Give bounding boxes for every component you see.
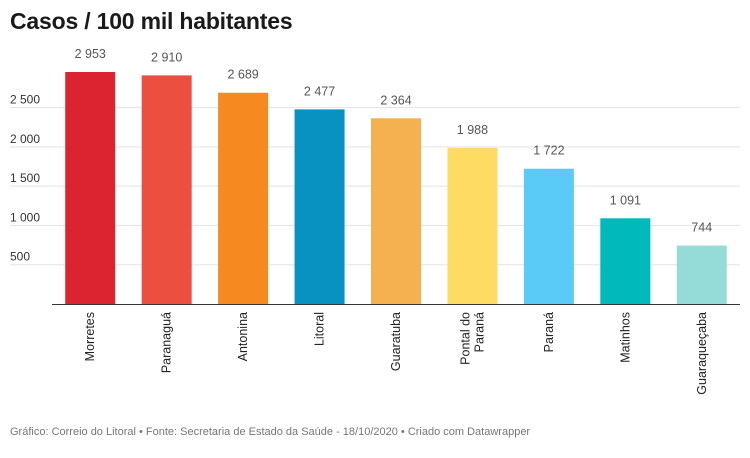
category-label: Guaratuba <box>389 312 403 371</box>
bar-value-label: 2 910 <box>151 50 182 64</box>
value-labels: 2 953 2 910 2 689 2 477 2 364 1 988 1 722 1 091… <box>75 47 713 235</box>
bar-value-label: 1 091 <box>610 193 641 207</box>
category-label-line: Antonina <box>236 312 250 361</box>
category-label-line: Paranaguá <box>160 312 174 373</box>
bar-value-label: 2 689 <box>227 68 258 82</box>
category-label: Pontal do Paraná <box>458 312 486 365</box>
chart-title: Casos / 100 mil habitantes <box>10 8 293 34</box>
bar <box>371 118 421 305</box>
category-label: Matinhos <box>618 312 632 363</box>
bar <box>218 92 269 305</box>
bar <box>600 218 651 304</box>
category-label-line: Litoral <box>313 312 327 346</box>
y-tick-label: 1 500 <box>10 171 40 185</box>
category-label-line: Guaraqueçaba <box>695 312 709 395</box>
category-label: Antonina <box>236 312 250 361</box>
bar <box>294 109 345 304</box>
bar-value-label: 1 988 <box>457 123 488 137</box>
category-label: Paranaguá <box>160 312 174 373</box>
category-labels: Morretes Paranaguá Antonina Litoral Guaratub… <box>83 312 709 395</box>
y-tick-label: 1 000 <box>10 210 40 224</box>
category-label-line: Morretes <box>83 312 97 361</box>
category-label-line: Paraná <box>472 312 486 352</box>
bar-value-label: 2 953 <box>75 47 106 61</box>
category-label-line: Guaratuba <box>389 312 403 371</box>
category-label: Morretes <box>83 312 97 361</box>
bars <box>65 72 727 305</box>
bar <box>141 75 192 304</box>
bar-value-label: 744 <box>691 221 712 235</box>
bar <box>676 245 727 304</box>
bar-value-label: 2 477 <box>304 84 335 98</box>
category-label-line: Paraná <box>542 312 556 352</box>
y-tick-label: 2 500 <box>10 93 40 107</box>
category-label-line: Pontal do <box>458 312 472 365</box>
bar <box>523 168 574 304</box>
bar-value-label: 2 364 <box>380 93 411 107</box>
category-label-line: Matinhos <box>618 312 632 363</box>
bar <box>65 72 116 304</box>
y-axis-ticks: 500 1 000 1 500 2 000 2 500 <box>10 93 40 264</box>
category-label: Paraná <box>542 312 556 352</box>
y-tick-label: 2 000 <box>10 132 40 146</box>
source-footer: Gráfico: Correio do Litoral • Fonte: Sec… <box>10 426 531 438</box>
bar <box>447 147 498 304</box>
y-tick-label: 500 <box>10 250 30 264</box>
category-label: Guaraqueçaba <box>695 312 709 395</box>
category-label: Litoral <box>313 312 327 346</box>
bar-value-label: 1 722 <box>533 144 564 158</box>
